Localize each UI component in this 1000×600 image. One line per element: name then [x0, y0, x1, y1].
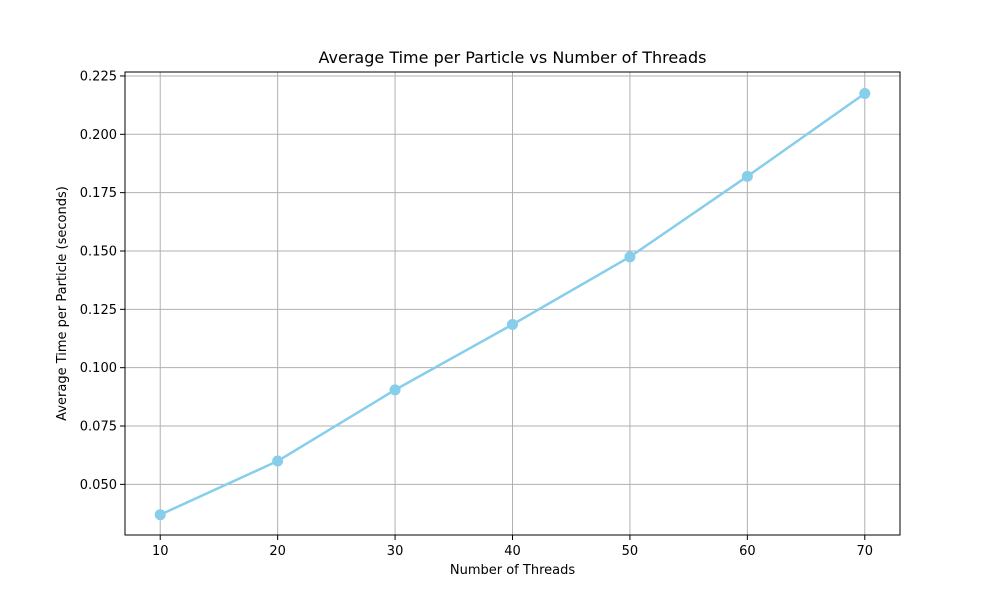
- data-point: [389, 384, 401, 396]
- y-tick-label: 0.075: [80, 420, 117, 435]
- y-tick-label: 0.150: [80, 244, 117, 259]
- grid-lines: [125, 72, 900, 535]
- y-tick-label: 0.050: [80, 478, 117, 493]
- x-tick-label: 30: [387, 544, 404, 559]
- data-point: [154, 509, 166, 521]
- y-axis-label: Average Time per Particle (seconds): [55, 186, 70, 421]
- x-tick-label: 20: [269, 544, 286, 559]
- x-tick-label: 10: [152, 544, 169, 559]
- data-point: [859, 87, 871, 99]
- x-axis-label: Number of Threads: [450, 563, 575, 578]
- series-group: [154, 87, 871, 521]
- chart-title: Average Time per Particle vs Number of T…: [319, 48, 707, 67]
- data-point: [507, 319, 518, 331]
- data-point: [741, 170, 753, 182]
- data-point: [272, 455, 284, 467]
- x-tick-label: 50: [622, 544, 639, 559]
- y-tick-label: 0.225: [80, 69, 117, 84]
- y-tick-label: 0.200: [80, 128, 117, 143]
- y-tick-label: 0.125: [80, 303, 117, 318]
- ticks-group: 10 20 30 40 50 60 70 0.050 0.075 0.100 0.125 0.150 0…: [80, 69, 873, 559]
- y-tick-label: 0.100: [80, 361, 117, 376]
- x-tick-label: 40: [504, 544, 521, 559]
- data-point: [624, 251, 636, 263]
- x-tick-label: 70: [856, 544, 873, 559]
- x-tick-label: 60: [739, 544, 756, 559]
- y-tick-label: 0.175: [80, 186, 117, 201]
